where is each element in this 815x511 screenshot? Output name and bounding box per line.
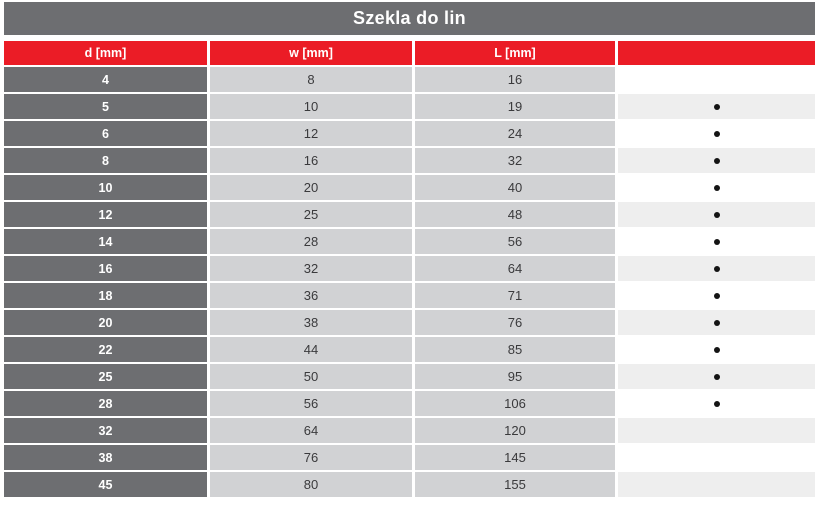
cell-d: 6 — [4, 121, 207, 146]
cell-marker — [618, 418, 815, 443]
cell-d: 12 — [4, 202, 207, 227]
bullet-marker-icon — [713, 400, 720, 407]
cell-w: 64 — [210, 418, 412, 443]
bullet-marker-icon — [713, 238, 720, 245]
cell-marker — [618, 391, 815, 416]
cell-w: 8 — [210, 67, 412, 92]
cell-d: 5 — [4, 94, 207, 119]
spec-table-grid: d [mm] w [mm] L [mm] 4 8 16 5 10 19 6 12 24 8 16 32 10 2… — [4, 41, 815, 497]
cell-w: 56 — [210, 391, 412, 416]
cell-l: 16 — [415, 67, 615, 92]
column-header-l: L [mm] — [415, 41, 615, 65]
cell-w: 80 — [210, 472, 412, 497]
bullet-marker-icon — [713, 319, 720, 326]
bullet-marker-icon — [713, 211, 720, 218]
cell-d: 16 — [4, 256, 207, 281]
cell-d: 14 — [4, 229, 207, 254]
cell-marker — [618, 202, 815, 227]
cell-d: 22 — [4, 337, 207, 362]
cell-l: 71 — [415, 283, 615, 308]
bullet-marker-icon — [713, 103, 720, 110]
bullet-marker-icon — [713, 130, 720, 137]
cell-d: 38 — [4, 445, 207, 470]
cell-d: 25 — [4, 364, 207, 389]
cell-marker — [618, 256, 815, 281]
cell-w: 25 — [210, 202, 412, 227]
cell-marker — [618, 121, 815, 146]
bullet-marker-icon — [713, 265, 720, 272]
cell-marker — [618, 310, 815, 335]
cell-l: 56 — [415, 229, 615, 254]
cell-w: 20 — [210, 175, 412, 200]
cell-marker — [618, 445, 815, 470]
cell-l: 145 — [415, 445, 615, 470]
cell-marker — [618, 364, 815, 389]
cell-l: 85 — [415, 337, 615, 362]
cell-w: 50 — [210, 364, 412, 389]
cell-w: 36 — [210, 283, 412, 308]
cell-marker — [618, 229, 815, 254]
cell-marker — [618, 337, 815, 362]
bullet-marker-icon — [713, 184, 720, 191]
cell-d: 8 — [4, 148, 207, 173]
cell-d: 45 — [4, 472, 207, 497]
cell-l: 76 — [415, 310, 615, 335]
cell-marker — [618, 94, 815, 119]
cell-marker — [618, 283, 815, 308]
cell-marker — [618, 175, 815, 200]
cell-l: 40 — [415, 175, 615, 200]
cell-l: 32 — [415, 148, 615, 173]
cell-l: 19 — [415, 94, 615, 119]
cell-l: 106 — [415, 391, 615, 416]
column-header-marker — [618, 41, 815, 65]
table-title: Szekla do lin — [4, 2, 815, 35]
cell-w: 12 — [210, 121, 412, 146]
column-header-w: w [mm] — [210, 41, 412, 65]
cell-w: 10 — [210, 94, 412, 119]
cell-marker — [618, 472, 815, 497]
column-header-d: d [mm] — [4, 41, 207, 65]
bullet-marker-icon — [713, 346, 720, 353]
cell-marker — [618, 67, 815, 92]
cell-w: 32 — [210, 256, 412, 281]
cell-w: 38 — [210, 310, 412, 335]
cell-d: 28 — [4, 391, 207, 416]
bullet-marker-icon — [713, 157, 720, 164]
cell-l: 64 — [415, 256, 615, 281]
cell-d: 4 — [4, 67, 207, 92]
cell-l: 120 — [415, 418, 615, 443]
cell-w: 44 — [210, 337, 412, 362]
cell-d: 18 — [4, 283, 207, 308]
cell-w: 28 — [210, 229, 412, 254]
cell-l: 155 — [415, 472, 615, 497]
cell-l: 24 — [415, 121, 615, 146]
cell-l: 95 — [415, 364, 615, 389]
bullet-marker-icon — [713, 373, 720, 380]
bullet-marker-icon — [713, 292, 720, 299]
cell-marker — [618, 148, 815, 173]
cell-l: 48 — [415, 202, 615, 227]
cell-d: 10 — [4, 175, 207, 200]
cell-d: 32 — [4, 418, 207, 443]
cell-w: 16 — [210, 148, 412, 173]
cell-d: 20 — [4, 310, 207, 335]
cell-w: 76 — [210, 445, 412, 470]
